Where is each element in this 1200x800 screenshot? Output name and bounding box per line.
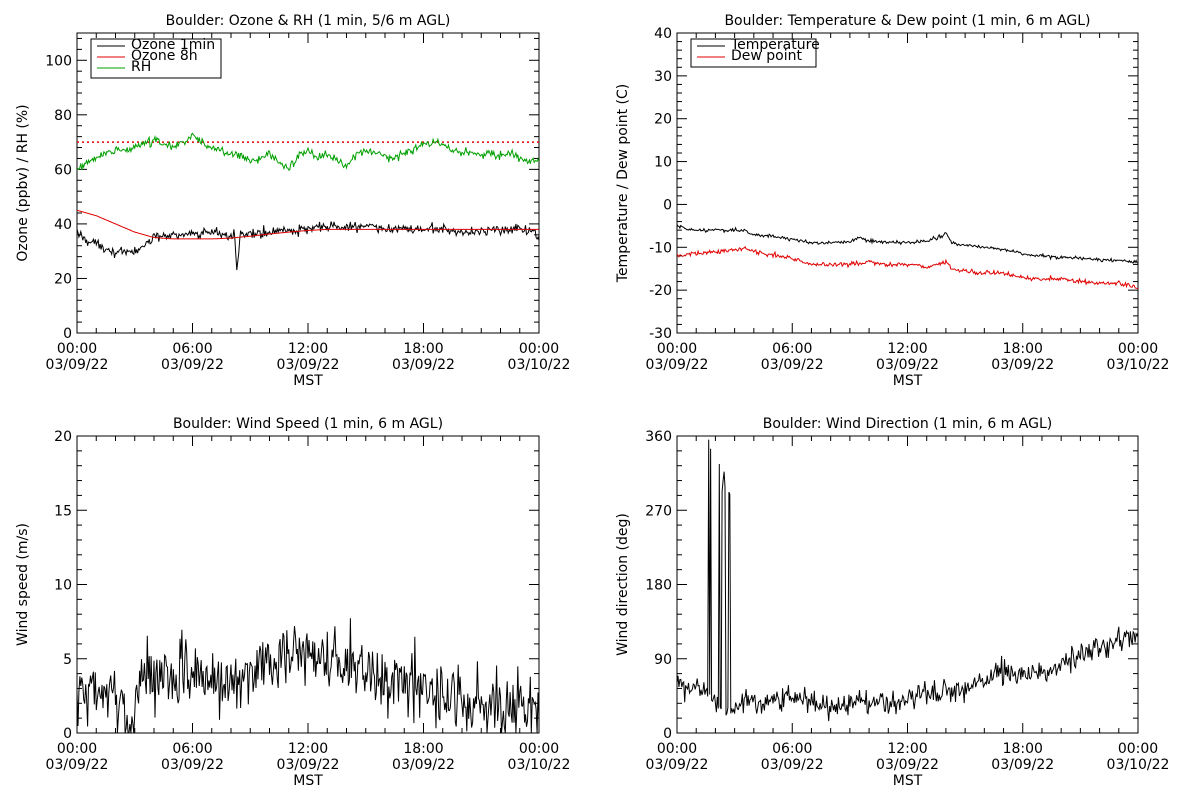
x-tick-label-date: 03/10/22 <box>1107 357 1170 373</box>
x-tick-label-date: 03/09/22 <box>876 757 939 773</box>
x-tick-label-time: 18:00 <box>403 341 443 357</box>
y-tick-label: 40 <box>654 26 672 42</box>
x-tick-label-date: 03/09/22 <box>277 757 340 773</box>
x-tick-label-time: 00:00 <box>519 341 559 357</box>
y-tick-label: 15 <box>54 503 72 519</box>
y-tick-label: 10 <box>54 578 72 594</box>
y-tick-label: 360 <box>645 429 672 445</box>
x-tick-label-date: 03/10/22 <box>1107 757 1170 773</box>
chart-1: Boulder: Ozone & RH (1 min, 5/6 m AGL) 0 2… <box>15 13 570 389</box>
legend-label: Ozone 8h <box>131 48 198 64</box>
x-tick-label-time: 06:00 <box>772 341 812 357</box>
x-tick-label-date: 03/09/22 <box>277 357 340 373</box>
y-tick-label: 10 <box>654 155 672 171</box>
legend-label: Temperature <box>730 37 820 53</box>
y-tick-label: 20 <box>54 271 72 287</box>
x-tick-label-date: 03/09/22 <box>392 357 455 373</box>
y-tick-label: 270 <box>645 503 672 519</box>
x-tick-label-date: 03/09/22 <box>991 357 1054 373</box>
y-tick-label: 0 <box>663 726 672 742</box>
x-axis-label: MST <box>293 373 323 389</box>
y-axis-label: Temperature / Dew point (C) <box>615 84 631 283</box>
y-tick-label: 0 <box>63 326 72 342</box>
x-tick-label-date: 03/09/22 <box>646 757 709 773</box>
x-tick-label-date: 03/09/22 <box>46 757 109 773</box>
legend-label: RH <box>131 59 151 75</box>
x-tick-label-date: 03/09/22 <box>876 357 939 373</box>
x-tick-label-date: 03/09/22 <box>46 357 109 373</box>
y-tick-label: 0 <box>663 197 672 213</box>
plot-frame <box>676 32 1139 334</box>
series-line-3 <box>77 132 539 171</box>
series-line-2 <box>677 245 1138 290</box>
y-tick-label: 180 <box>645 578 672 594</box>
plot-frame <box>676 435 1139 734</box>
y-tick-label: 40 <box>54 217 72 233</box>
x-tick-label-time: 00:00 <box>519 741 559 757</box>
y-tick-label: 90 <box>654 652 672 668</box>
x-axis-label: MST <box>293 773 323 789</box>
chart-3: Boulder: Wind Speed (1 min, 6 m AGL) 0 5 10… <box>15 416 570 789</box>
y-tick-label: 5 <box>63 652 72 668</box>
x-tick-label-time: 00:00 <box>1118 741 1158 757</box>
chart-title: Boulder: Wind Speed (1 min, 6 m AGL) <box>173 416 443 432</box>
series-line-1 <box>77 221 539 271</box>
y-tick-label: -20 <box>649 283 672 299</box>
y-axis-label: Ozone (ppbv) / RH (%) <box>15 104 31 261</box>
legend-box <box>690 38 817 68</box>
x-tick-label-time: 00:00 <box>657 741 697 757</box>
legend-label: Dew point <box>731 48 803 64</box>
x-tick-label-time: 00:00 <box>57 341 97 357</box>
y-tick-label: 20 <box>654 112 672 128</box>
series-line-1 <box>77 618 539 733</box>
x-tick-label-time: 12:00 <box>887 741 927 757</box>
x-tick-label-time: 18:00 <box>1003 341 1043 357</box>
x-tick-label-time: 00:00 <box>57 741 97 757</box>
x-tick-label-date: 03/10/22 <box>508 357 571 373</box>
chart-2: Boulder: Temperature & Dew point (1 min,… <box>615 13 1169 389</box>
legend-label: Ozone 1min <box>131 37 215 53</box>
chart-title: Boulder: Wind Direction (1 min, 6 m AGL) <box>763 416 1052 432</box>
x-tick-label-date: 03/10/22 <box>508 757 571 773</box>
x-tick-label-date: 03/09/22 <box>161 757 224 773</box>
x-tick-label-date: 03/09/22 <box>392 757 455 773</box>
x-tick-label-time: 18:00 <box>403 741 443 757</box>
y-tick-label: 100 <box>45 53 72 69</box>
series-line-2 <box>77 209 539 240</box>
x-tick-label-time: 12:00 <box>288 741 328 757</box>
chart-title: Boulder: Ozone & RH (1 min, 5/6 m AGL) <box>166 13 451 29</box>
chart-title: Boulder: Temperature & Dew point (1 min,… <box>724 13 1090 29</box>
chart-4: Boulder: Wind Direction (1 min, 6 m AGL)… <box>615 416 1169 789</box>
y-axis-label: Wind speed (m/s) <box>15 523 31 646</box>
x-tick-label-time: 06:00 <box>172 341 212 357</box>
x-axis-label: MST <box>893 373 923 389</box>
x-tick-label-date: 03/09/22 <box>761 757 824 773</box>
series-line-1 <box>677 224 1138 264</box>
x-tick-label-date: 03/09/22 <box>646 357 709 373</box>
y-tick-label: 30 <box>654 69 672 85</box>
x-tick-label-time: 06:00 <box>772 741 812 757</box>
x-axis-label: MST <box>893 773 923 789</box>
x-tick-label-date: 03/09/22 <box>991 757 1054 773</box>
y-tick-label: 20 <box>54 429 72 445</box>
y-tick-label: 60 <box>54 162 72 178</box>
x-tick-label-time: 12:00 <box>887 341 927 357</box>
y-tick-label: 0 <box>63 726 72 742</box>
x-tick-label-time: 06:00 <box>172 741 212 757</box>
x-tick-label-date: 03/09/22 <box>761 357 824 373</box>
y-tick-label: -10 <box>649 240 672 256</box>
y-tick-label: 80 <box>54 108 72 124</box>
x-tick-label-time: 00:00 <box>1118 341 1158 357</box>
x-tick-label-time: 00:00 <box>657 341 697 357</box>
x-tick-label-date: 03/09/22 <box>161 357 224 373</box>
y-axis-label: Wind direction (deg) <box>615 513 631 656</box>
series-line-1 <box>677 439 1138 722</box>
y-tick-label: -30 <box>649 326 672 342</box>
x-tick-label-time: 12:00 <box>288 341 328 357</box>
x-tick-label-time: 18:00 <box>1003 741 1043 757</box>
